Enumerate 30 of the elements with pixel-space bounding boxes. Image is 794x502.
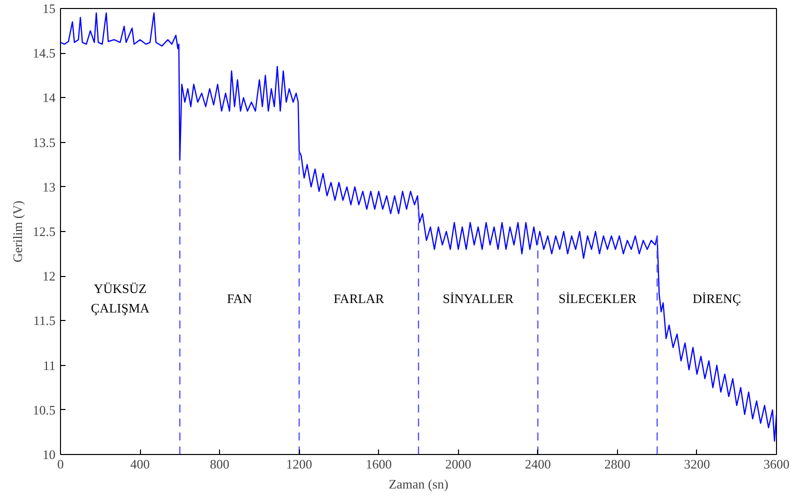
x-tick-label: 2000	[445, 456, 472, 472]
x-tick-label: 1200	[286, 456, 312, 472]
y-tick-label: 11	[42, 358, 56, 373]
annotation: SİNYALLER	[442, 290, 514, 306]
x-tick-label: 2400	[524, 456, 551, 472]
y-tick-label: 10.5	[32, 402, 56, 418]
y-tick-label: 12	[42, 268, 56, 284]
annotation: FAN	[226, 290, 253, 306]
x-tick-label: 3200	[684, 456, 710, 472]
x-tick-label: 0	[57, 456, 64, 472]
annotation: FARLAR	[334, 290, 384, 306]
y-axis-title: Gerilim (V)	[10, 200, 25, 262]
x-tick-label: 2800	[604, 456, 630, 472]
annotation: SİLECEKLER	[558, 290, 637, 306]
x-axis-title: Zaman (sn)	[388, 476, 448, 492]
line-series	[60, 12, 776, 442]
y-tick-label: 14	[42, 90, 56, 106]
y-tick-label: 13	[42, 179, 56, 194]
annotation: YÜKSÜZ ÇALIŞMA	[90, 281, 150, 316]
y-tick-label: 10	[42, 447, 56, 462]
x-tick-label: 3600	[764, 456, 790, 472]
annotation: DİRENÇ	[692, 290, 742, 306]
x-tick-label: 1600	[366, 456, 392, 472]
x-tick-label: 800	[210, 456, 230, 472]
y-tick-label: 15	[42, 1, 56, 16]
y-tick-label: 12.5	[32, 224, 56, 239]
y-tick-label: 13.5	[32, 134, 56, 150]
y-tick-label: 11.5	[33, 313, 56, 328]
x-tick-label: 400	[130, 456, 150, 472]
y-tick-label: 14.5	[32, 46, 56, 61]
